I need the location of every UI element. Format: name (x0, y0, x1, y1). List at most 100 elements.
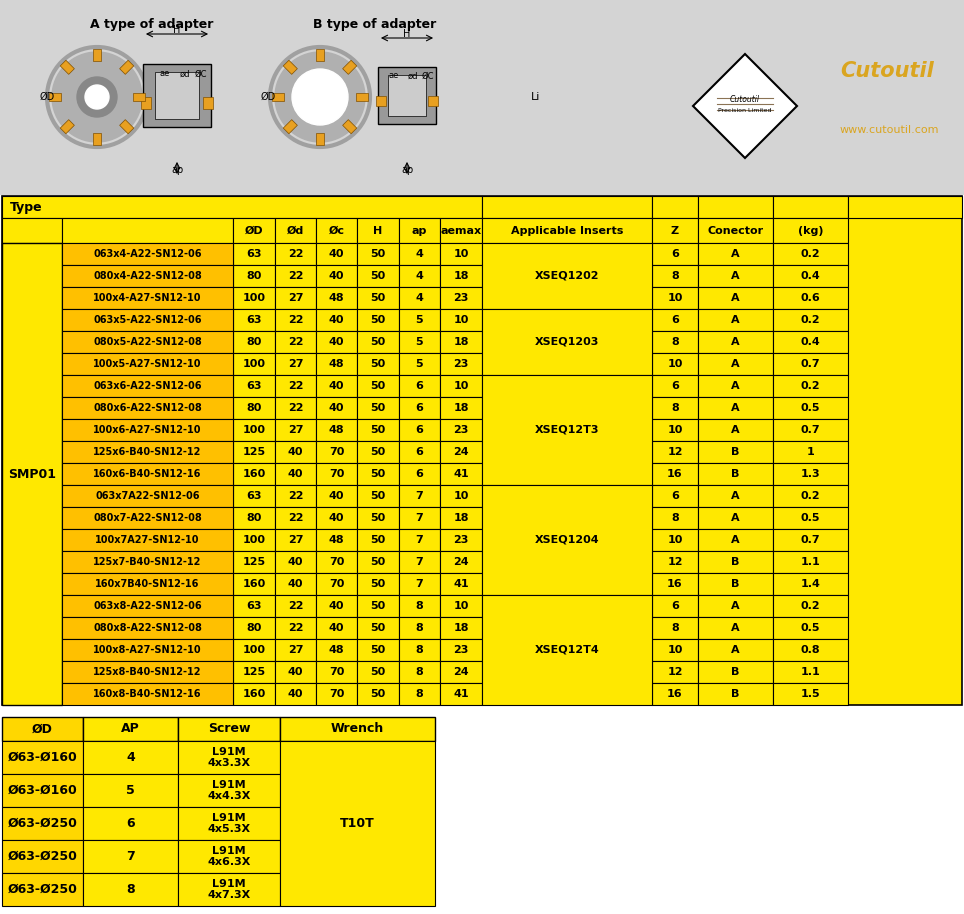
Text: 5: 5 (126, 784, 135, 797)
Text: 40: 40 (329, 271, 344, 281)
Bar (652, 617, 698, 639)
Bar (2, 873, 83, 906)
Bar (0, 0, 964, 195)
Text: 4: 4 (126, 751, 135, 764)
Text: 41: 41 (453, 469, 469, 479)
Text: 23: 23 (453, 425, 469, 435)
Bar (357, 507, 399, 529)
Text: 100x5-A27-SN12-10: 100x5-A27-SN12-10 (94, 359, 201, 369)
Bar (155, 72, 199, 119)
Bar (233, 661, 275, 683)
Text: 125x7-B40-SN12-12: 125x7-B40-SN12-12 (94, 557, 201, 567)
Bar (62, 683, 233, 705)
Text: ap: ap (401, 165, 414, 175)
Text: Ø63-Ø250: Ø63-Ø250 (8, 817, 77, 830)
Bar (316, 463, 357, 485)
Bar (316, 265, 357, 287)
Bar (773, 529, 848, 551)
Bar (440, 331, 482, 353)
Bar (773, 595, 848, 617)
Bar (698, 639, 773, 661)
Text: 10: 10 (453, 249, 469, 259)
Bar (357, 243, 399, 265)
Bar (357, 353, 399, 375)
Text: 12: 12 (667, 557, 683, 567)
Bar (2, 840, 83, 873)
Text: 48: 48 (329, 293, 344, 303)
Bar (275, 573, 316, 595)
Text: 0.2: 0.2 (801, 491, 820, 501)
Text: 8: 8 (415, 623, 423, 633)
Bar (2, 196, 962, 705)
Text: 4: 4 (415, 271, 423, 281)
Bar (698, 419, 773, 441)
Bar (773, 573, 848, 595)
Bar (357, 617, 399, 639)
Bar (773, 463, 848, 485)
Bar (233, 551, 275, 573)
Text: A type of adapter: A type of adapter (91, 18, 214, 31)
Text: 10: 10 (667, 359, 683, 369)
Text: 8: 8 (671, 403, 679, 413)
Bar (698, 353, 773, 375)
Bar (275, 353, 316, 375)
Text: 50: 50 (370, 271, 386, 281)
Bar (316, 507, 357, 529)
Text: 22: 22 (287, 491, 304, 501)
Bar (698, 529, 773, 551)
Text: 18: 18 (453, 337, 469, 347)
Text: A: A (731, 271, 739, 281)
Text: A: A (731, 359, 739, 369)
Bar (399, 595, 440, 617)
Text: 8: 8 (671, 271, 679, 281)
Bar (275, 265, 316, 287)
Bar (482, 375, 652, 485)
Bar (428, 96, 438, 106)
Bar (440, 463, 482, 485)
Text: 80: 80 (247, 337, 261, 347)
Text: 0.7: 0.7 (801, 359, 820, 369)
Bar (440, 661, 482, 683)
Text: 160x6-B40-SN12-16: 160x6-B40-SN12-16 (94, 469, 201, 479)
Bar (283, 60, 297, 74)
Bar (698, 595, 773, 617)
Text: 22: 22 (287, 337, 304, 347)
Bar (698, 309, 773, 331)
Text: 27: 27 (287, 359, 304, 369)
Text: A: A (731, 645, 739, 655)
Text: 5: 5 (415, 359, 423, 369)
Text: Li: Li (531, 92, 541, 102)
Bar (482, 243, 652, 309)
Text: 6: 6 (671, 491, 679, 501)
Bar (652, 529, 698, 551)
Text: ØD: ØD (260, 92, 276, 102)
Bar (275, 551, 316, 573)
Bar (62, 353, 233, 375)
Bar (698, 617, 773, 639)
Text: 24: 24 (453, 557, 469, 567)
Text: 080x4-A22-SN12-08: 080x4-A22-SN12-08 (94, 271, 201, 281)
Text: 70: 70 (329, 689, 344, 699)
Bar (378, 67, 436, 124)
Bar (440, 551, 482, 573)
Text: 18: 18 (453, 271, 469, 281)
Bar (178, 741, 280, 774)
Text: 22: 22 (287, 513, 304, 523)
Text: 100x7A27-SN12-10: 100x7A27-SN12-10 (95, 535, 200, 545)
Bar (316, 309, 357, 331)
Bar (283, 120, 297, 133)
Bar (388, 75, 426, 116)
Bar (357, 551, 399, 573)
Bar (399, 375, 440, 397)
Bar (357, 218, 399, 243)
Text: 0.5: 0.5 (801, 623, 820, 633)
Bar (120, 60, 134, 74)
Circle shape (77, 77, 117, 117)
Bar (773, 287, 848, 309)
Bar (399, 441, 440, 463)
Bar (316, 133, 324, 145)
Text: 6: 6 (126, 817, 135, 830)
Text: 125: 125 (242, 557, 265, 567)
Text: Applicable Inserts: Applicable Inserts (511, 226, 623, 236)
Bar (62, 309, 233, 331)
